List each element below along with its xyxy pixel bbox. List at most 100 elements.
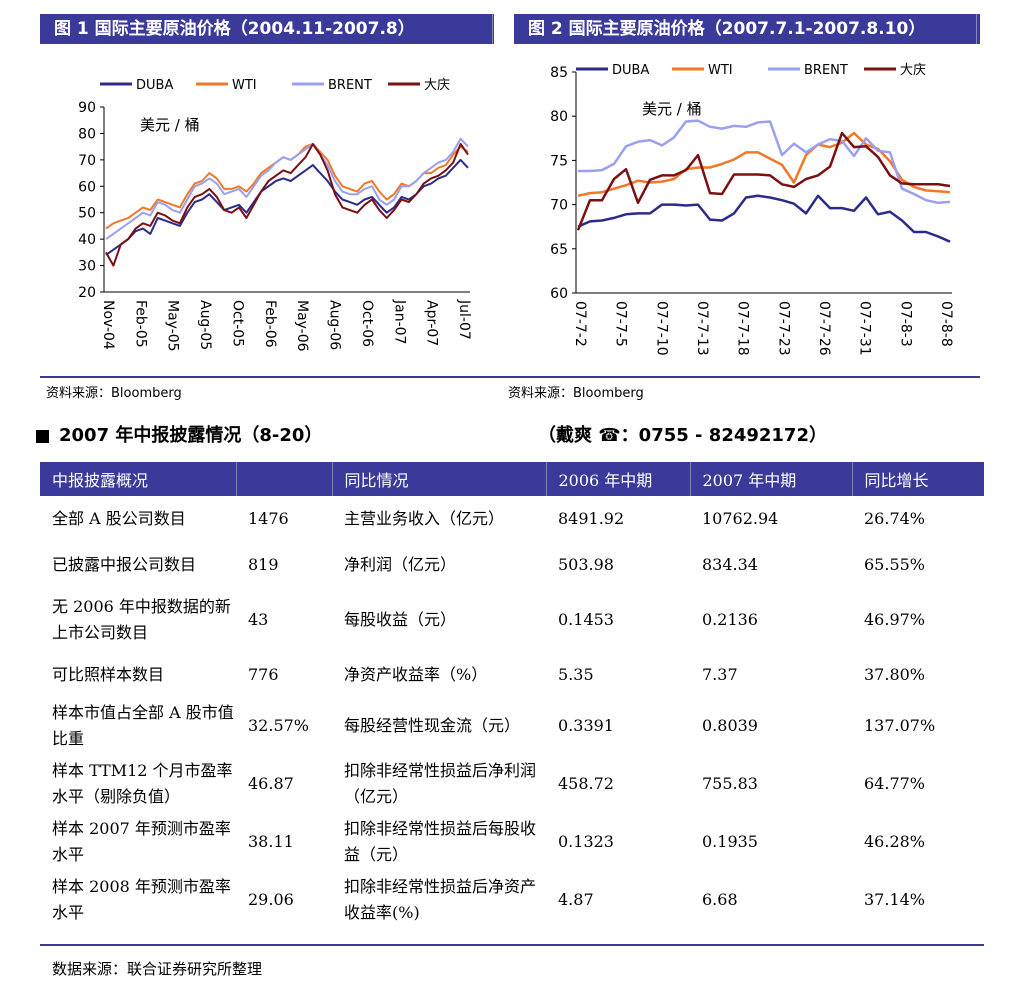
legend-label: WTI — [232, 78, 257, 93]
interim-report-table: 中报披露概况 同比情况 2006 年中期 2007 年中期 同比增长 全部 A … — [40, 462, 984, 930]
series-line-WTI — [105, 143, 469, 230]
table-header-cell — [236, 462, 333, 496]
table-cell: 已披露中报公司数目 — [52, 555, 197, 574]
table-row: 无 2006 年中报数据的新上市公司数目 43 每股收益（元） 0.1453 0.213… — [40, 588, 984, 652]
table-cell: 每股经营性现金流（元） — [344, 716, 521, 735]
chart-2-source: 资料来源：Bloomberg — [508, 386, 644, 401]
y-tick-label: 65 — [550, 242, 568, 258]
x-tick-label: 07-8-3 — [897, 301, 913, 347]
table-row: 样本 2008 年预测市盈率水平 29.06 扣除非经常性损益后净资产收益率(%) 4… — [40, 870, 984, 930]
crude-oil-price-chart-2004-2007: 20 30 40 50 60 70 80 90 Nov-04 Feb-05 May-05 Aug-05… — [78, 78, 472, 352]
table-cell: 819 — [248, 555, 279, 574]
table-cell: 137.07% — [864, 716, 936, 735]
table-cell: 46.97% — [864, 610, 926, 629]
table-cell: 可比照样本数目 — [52, 665, 165, 684]
table-cell: 0.3391 — [558, 716, 614, 735]
x-tick-label: Oct-05 — [229, 300, 245, 347]
legend-label: DUBA — [136, 78, 173, 93]
x-tick-label: 07-7-18 — [735, 301, 751, 356]
x-tick-label: Jul-07 — [456, 299, 472, 340]
analyst-contact: （戴爽 ☎：0755 - 82492172） — [538, 425, 827, 446]
table-cell: 样本市值占全部 A 股市值比重 — [52, 703, 234, 748]
table-cell: 扣除非经常性损益后净资产收益率(%) — [344, 877, 537, 922]
table-cell: 458.72 — [558, 774, 614, 793]
table-cell: 64.77% — [864, 774, 926, 793]
x-tick-label: Oct-06 — [359, 300, 375, 347]
table-cell: 65.55% — [864, 555, 926, 574]
chart-1-source: 资料来源：Bloomberg — [46, 386, 182, 401]
table-header-cell: 2007 年中期 — [690, 462, 853, 496]
x-tick-label: Feb-06 — [262, 300, 278, 348]
figure-1-title-bar: 图 1 国际主要原油价格（2004.11-2007.8） — [40, 14, 494, 44]
legend-label: BRENT — [328, 78, 372, 93]
legend-label: BRENT — [804, 63, 848, 78]
table-header-cell: 2006 年中期 — [546, 462, 691, 496]
x-tick-label: 07-7-13 — [694, 301, 710, 356]
figure-1-title: 图 1 国际主要原油价格（2004.11-2007.8） — [54, 14, 493, 44]
table-row: 样本 2007 年预测市盈率水平 38.11 扣除非经常性损益后每股收益（元） 0.1… — [40, 814, 984, 870]
table-cell: 4.87 — [558, 890, 594, 909]
table-cell: 0.1323 — [558, 832, 614, 851]
legend-label: 大庆 — [900, 63, 926, 78]
table-cell: 26.74% — [864, 509, 926, 528]
square-bullet-icon — [36, 429, 49, 443]
table-cell: 37.80% — [864, 665, 926, 684]
y-tick-label: 30 — [78, 259, 96, 275]
table-cell: 0.1453 — [558, 610, 614, 629]
table-cell: 全部 A 股公司数目 — [52, 509, 186, 528]
section-heading: 2007 年中报披露情况（8-20） — [36, 421, 322, 447]
table-cell: 32.57% — [248, 716, 310, 735]
table-cell: 8491.92 — [558, 509, 625, 528]
section-title: 2007 年中报披露情况（8-20） — [59, 425, 323, 446]
figure-2-title-bar: 图 2 国际主要原油价格（2007.7.1-2007.8.10） — [514, 14, 980, 44]
table-row: 全部 A 股公司数目 1476 主营业务收入（亿元） 8491.92 10762.94 2… — [40, 496, 984, 542]
table-cell: 755.83 — [702, 774, 758, 793]
unit-label: 美元 / 桶 — [140, 116, 200, 134]
table-bottom-rule — [40, 944, 984, 946]
x-tick-label: May-06 — [294, 300, 310, 352]
series-line-大庆 — [105, 143, 469, 267]
series-line-BRENT — [105, 137, 469, 240]
table-source-note: 数据来源：联合证券研究所整理 — [52, 960, 263, 978]
y-tick-label: 50 — [78, 206, 96, 222]
y-tick-label: 40 — [78, 232, 96, 248]
charts-divider — [40, 376, 980, 378]
series-line-BRENT — [578, 119, 951, 205]
figure-2-title: 图 2 国际主要原油价格（2007.7.1-2007.8.10） — [528, 14, 977, 44]
series-line-DUBA — [577, 194, 951, 243]
y-tick-label: 70 — [550, 198, 568, 214]
table-cell: 无 2006 年中报数据的新上市公司数目 — [52, 597, 231, 642]
table-row: 样本 TTM12 个月市盈率水平（剔除负值） 46.87 扣除非经常性损益后净利润（… — [40, 754, 984, 814]
y-tick-label: 90 — [78, 100, 96, 116]
table-cell: 37.14% — [864, 890, 926, 909]
table-cell: 样本 TTM12 个月市盈率水平（剔除负值） — [52, 761, 233, 806]
y-tick-label: 20 — [78, 285, 96, 301]
x-tick-label: 07-7-5 — [613, 301, 629, 347]
x-tick-label: 07-7-23 — [775, 301, 791, 356]
x-tick-label: Aug-05 — [197, 300, 213, 350]
table-cell: 46.87 — [248, 774, 294, 793]
y-tick-label: 80 — [78, 126, 96, 142]
table-cell: 7.37 — [702, 665, 738, 684]
table-cell: 10762.94 — [702, 509, 779, 528]
y-tick-label: 85 — [550, 65, 568, 81]
table-header-cell: 中报披露概况 — [40, 462, 237, 496]
x-tick-label: 07-7-26 — [816, 301, 832, 356]
table-cell: 29.06 — [248, 890, 294, 909]
x-tick-label: Feb-05 — [132, 300, 148, 348]
table-cell: 0.8039 — [702, 716, 758, 735]
table-cell: 0.1935 — [702, 832, 758, 851]
table-row: 可比照样本数目 776 净资产收益率（%） 5.35 7.37 37.80% — [40, 652, 984, 698]
table-cell: 5.35 — [558, 665, 594, 684]
series-line-大庆 — [576, 131, 951, 231]
table-cell: 净利润（亿元） — [344, 555, 457, 574]
x-tick-label: May-05 — [165, 300, 181, 352]
table-cell: 46.28% — [864, 832, 926, 851]
table-cell: 38.11 — [248, 832, 294, 851]
x-tick-label: Jan-07 — [391, 299, 407, 344]
table-cell: 样本 2007 年预测市盈率水平 — [52, 819, 231, 864]
table-cell: 主营业务收入（亿元） — [344, 509, 505, 528]
x-tick-label: Aug-06 — [327, 300, 343, 350]
x-tick-label: 07-8-8 — [938, 301, 954, 347]
table-row: 样本市值占全部 A 股市值比重 32.57% 每股经营性现金流（元） 0.3391 0.… — [40, 698, 984, 754]
